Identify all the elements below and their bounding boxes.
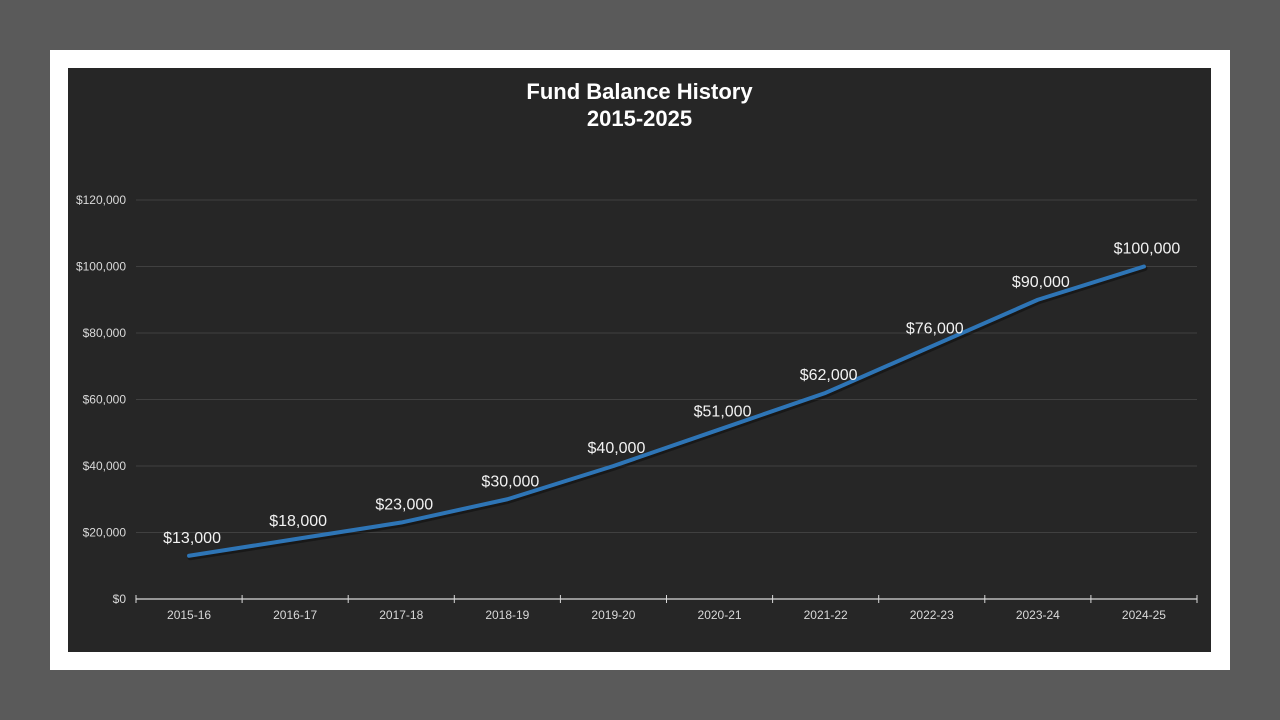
x-tick-label: 2016-17 <box>273 608 317 622</box>
x-tick-label: 2015-16 <box>167 608 211 622</box>
gridlines <box>136 199 1197 533</box>
data-label: $23,000 <box>375 497 433 514</box>
x-tick-label: 2022-23 <box>910 608 954 622</box>
data-label: $40,000 <box>588 440 646 457</box>
data-label: $90,000 <box>1012 274 1070 291</box>
data-label: $30,000 <box>481 473 539 490</box>
data-label: $18,000 <box>269 513 327 530</box>
x-tick-label: 2021-22 <box>804 608 848 622</box>
data-label: $100,000 <box>1114 241 1181 258</box>
chart-subtitle: 2015-2025 <box>586 106 693 131</box>
data-label: $76,000 <box>906 320 964 337</box>
plot-area: $0$20,000$40,000$60,000$80,000$100,000$1… <box>76 193 1198 622</box>
x-tick-label: 2020-21 <box>698 608 742 622</box>
y-tick-label: $20,000 <box>83 526 127 540</box>
data-labels: $13,000 $18,000 $23,000 $30,000 $40,000 $51,0… <box>163 241 1180 547</box>
y-tick-label: $60,000 <box>83 393 127 407</box>
data-label: $62,000 <box>800 367 858 384</box>
x-tick-label: 2024-25 <box>1122 608 1166 622</box>
y-tick-label: $120,000 <box>76 193 126 207</box>
y-tick-label: $0 <box>113 592 127 606</box>
y-axis: $0 $20,000 $40,000 $60,000 $80,000 $100,000 $1… <box>76 193 126 606</box>
data-line <box>187 264 1146 558</box>
chart-title-main: Fund Balance History <box>526 79 753 104</box>
x-axis: 2015-16 2016-17 2017-18 2018-19 2019-20 2020-… <box>135 595 1198 622</box>
series-fund-balance <box>187 264 1148 561</box>
x-tick-label: 2023-24 <box>1016 608 1060 622</box>
x-tick-label: 2018-19 <box>485 608 529 622</box>
chart-title: Fund Balance History 2015-2025 <box>68 78 1211 132</box>
y-tick-label: $100,000 <box>76 260 126 274</box>
data-label: $51,000 <box>694 403 752 420</box>
data-label: $13,000 <box>163 530 221 547</box>
y-tick-label: $80,000 <box>83 326 127 340</box>
line-shadow <box>187 266 1148 561</box>
x-tick-label: 2017-18 <box>379 608 423 622</box>
y-tick-label: $40,000 <box>83 459 127 473</box>
x-tick-label: 2019-20 <box>591 608 635 622</box>
chart-area: Fund Balance History 2015-2025 $0 $20,000… <box>68 68 1211 652</box>
